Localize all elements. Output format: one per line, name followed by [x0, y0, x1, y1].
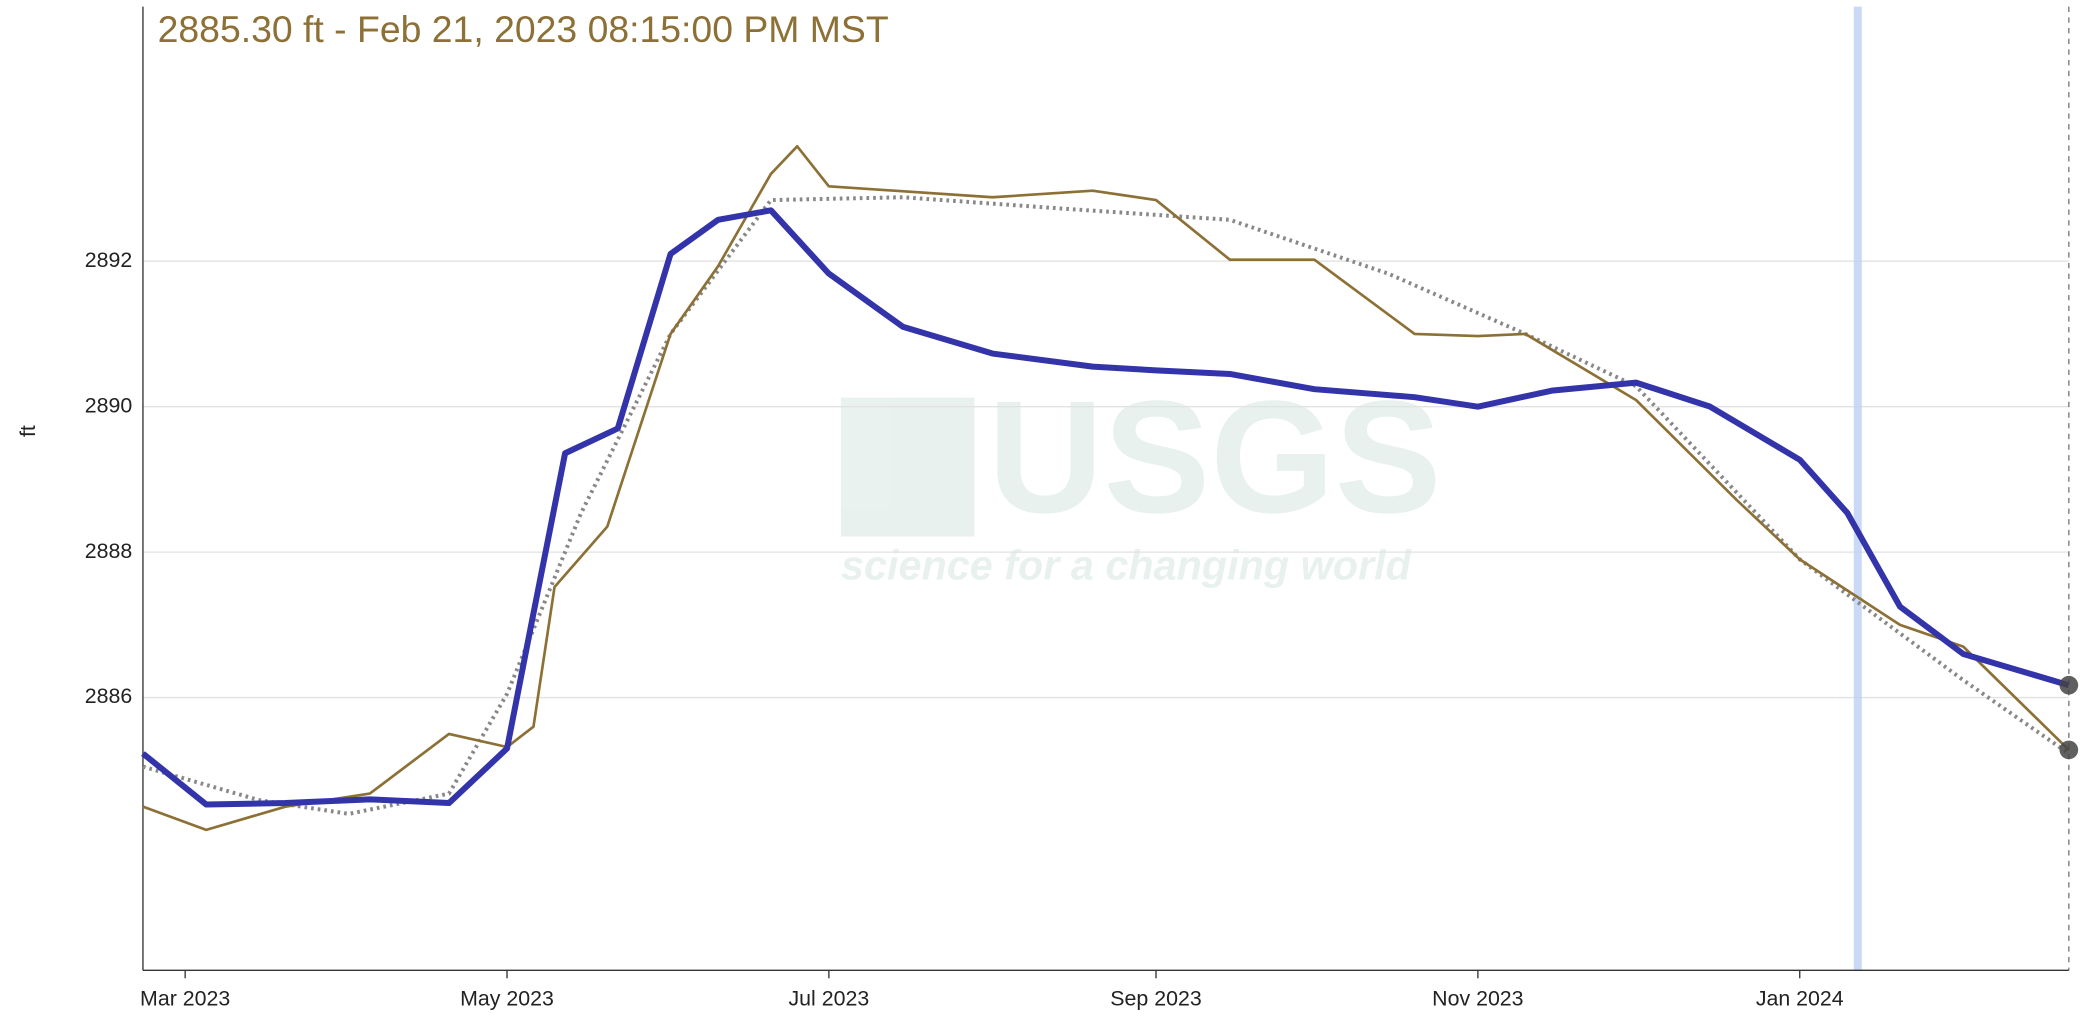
y-tick-label: 2892: [85, 248, 132, 272]
x-tick-label: Nov 2023: [1432, 986, 1523, 1010]
y-tick-label: 2890: [85, 393, 133, 417]
y-tick-label: 2886: [85, 684, 132, 708]
x-tick-label: Jan 2024: [1756, 986, 1844, 1010]
watermark: USGS science for a changing world: [840, 367, 1442, 588]
end-marker: [2059, 740, 2079, 760]
x-tick-label: Mar 2023: [140, 986, 230, 1010]
watermark-tagline: science for a changing world: [841, 542, 1412, 588]
watermark-logo: USGS: [988, 367, 1442, 546]
x-tick-label: Sep 2023: [1110, 986, 1201, 1010]
end-marker: [2059, 675, 2079, 695]
y-tick-label: 2888: [85, 539, 132, 563]
x-tick-label: Jul 2023: [789, 986, 870, 1010]
y-axis-label: ft: [16, 425, 40, 437]
series-line: [142, 195, 2070, 816]
series-line: [142, 144, 2070, 832]
series-line: [141, 207, 2070, 808]
watermark-logo-mark: [840, 397, 975, 537]
subtitle: 2885.30 ft - Feb 21, 2023 08:15:00 PM MS…: [158, 8, 889, 50]
x-tick-label: May 2023: [460, 986, 554, 1010]
highlight-band: [1853, 6, 1862, 971]
